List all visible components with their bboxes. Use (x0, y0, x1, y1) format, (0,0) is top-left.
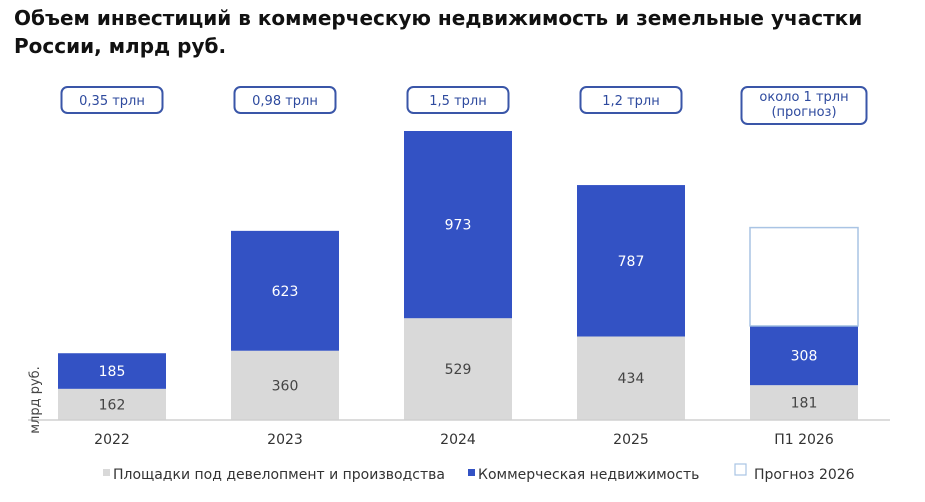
total-label-box (740, 86, 868, 125)
total-label: 1,2 трлн (579, 86, 683, 114)
x-tick-label: 2024 (440, 432, 476, 448)
legend-swatch (734, 463, 747, 476)
legend-item: Площадки под девелопмент и производства (103, 467, 445, 483)
total-label-text: около 1 трлн (759, 90, 848, 105)
bar-forecast-2026 (749, 226, 859, 327)
total-label: 1,5 трлн (406, 86, 510, 114)
data-label: 623 (272, 284, 299, 300)
legend-swatch (468, 469, 475, 476)
bar-segment-s0-4 (750, 385, 858, 420)
bar-segment-s0-3 (577, 336, 685, 420)
data-label: 434 (618, 371, 645, 387)
legend-swatch (103, 469, 110, 476)
legend-label: Коммерческая недвижимость (478, 467, 699, 483)
data-label: 308 (791, 349, 818, 365)
data-label: 162 (99, 397, 126, 413)
bar-segment-s1-1 (231, 230, 339, 351)
bar-segment-s1-4 (750, 325, 858, 386)
chart-title-line-2: России, млрд руб. (14, 34, 227, 58)
legend-item: Прогноз 2026 (734, 463, 855, 483)
total-label-text: 1,5 трлн (429, 94, 486, 109)
total-label: около 1 трлн(прогноз) (740, 86, 868, 125)
total-label-box (233, 86, 337, 114)
x-tick-label: 2025 (613, 432, 649, 448)
legend-label: Прогноз 2026 (754, 467, 855, 483)
bars: 162 185 360 623 529 973 434 787 181 308 (58, 131, 859, 420)
total-label-box (60, 86, 164, 114)
bar-segment-s0-0 (58, 388, 166, 420)
total-label-text: (прогноз) (771, 105, 836, 120)
data-label: 181 (791, 396, 818, 412)
legend-label: Площадки под девелопмент и производства (113, 467, 445, 483)
bar-segment-s0-2 (404, 318, 512, 420)
bar-segment-s1-3 (577, 185, 685, 337)
data-label: 360 (272, 378, 299, 394)
total-labels: 0,35 трлн 0,98 трлн 1,5 трлн 1,2 трлн около … (60, 86, 868, 125)
total-label-text: 0,98 трлн (252, 94, 318, 109)
legend-item: Коммерческая недвижимость (468, 467, 699, 483)
chart-title: Объем инвестиций в коммерческую недвижим… (14, 4, 914, 60)
chart-title-line-1: Объем инвестиций в коммерческую недвижим… (14, 6, 863, 30)
x-tick-label: П1 2026 (774, 432, 834, 448)
bar-segment-s1-0 (58, 353, 166, 389)
total-label-box (406, 86, 510, 114)
x-tick-label: 2023 (267, 432, 303, 448)
data-label: 787 (618, 254, 645, 270)
legend: Площадки под девелопмент и производства К… (103, 463, 855, 483)
total-label-text: 0,35 трлн (79, 94, 145, 109)
bar-segment-s1-2 (404, 131, 512, 319)
x-tick-label: 2022 (94, 432, 130, 448)
y-axis-label: млрд руб. (28, 366, 43, 434)
data-label: 529 (445, 362, 472, 378)
x-tick-labels: 2022 2023 2024 2025 П1 2026 (94, 432, 834, 448)
data-label: 973 (445, 218, 472, 234)
total-label-text: 1,2 трлн (602, 94, 659, 109)
total-label: 0,98 трлн (233, 86, 337, 114)
total-label: 0,35 трлн (60, 86, 164, 114)
data-label: 185 (99, 364, 126, 380)
total-label-box (579, 86, 683, 114)
bar-segment-s0-1 (231, 350, 339, 420)
